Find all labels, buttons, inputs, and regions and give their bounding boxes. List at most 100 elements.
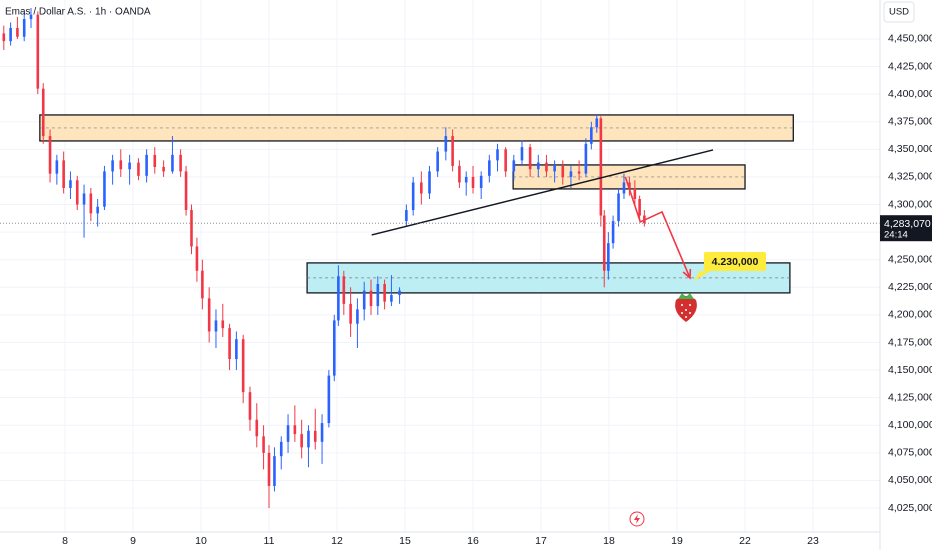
candle-body (153, 154, 157, 167)
candle-body (190, 210, 193, 247)
currency: USD (889, 7, 909, 18)
candle-body (55, 160, 59, 174)
alert-icon[interactable] (629, 511, 645, 527)
x-tick-label: 8 (62, 535, 68, 547)
candle-body (111, 160, 114, 172)
candle-body (267, 452, 271, 486)
candle-body (584, 143, 588, 174)
candle-body (279, 441, 283, 457)
candle-body (103, 171, 106, 207)
candle-body (362, 290, 366, 310)
candle-body (9, 27, 12, 42)
candle-body (528, 147, 532, 170)
last-price-label: 4,283,070 (884, 218, 931, 230)
y-tick-label: 4,400,000 (888, 88, 932, 100)
candle-body (137, 162, 140, 176)
candle-body (411, 182, 415, 211)
y-tick-label: 4,350,000 (888, 143, 932, 155)
candle-body (262, 436, 265, 453)
candle-body (248, 392, 252, 420)
y-tick-label: 4,450,000 (888, 33, 932, 45)
candle-body (349, 303, 352, 324)
candle-body (179, 154, 182, 172)
candle-body (342, 276, 346, 304)
x-tick-label: 12 (331, 535, 343, 547)
candle-body (228, 328, 231, 360)
currency-box[interactable] (883, 1, 915, 23)
x-tick-label: 18 (603, 535, 615, 547)
candle-body (611, 221, 615, 244)
trendline (371, 149, 714, 236)
x-tick-label: 10 (195, 535, 207, 547)
candle-body (444, 136, 448, 152)
candle-body (504, 149, 507, 172)
candle-body (479, 175, 483, 188)
projection-path (624, 176, 691, 279)
candle-body (62, 160, 65, 188)
candle-body (201, 270, 204, 299)
y-tick-label: 4,425,000 (888, 60, 932, 72)
candle-body (171, 154, 174, 172)
candle-body (255, 419, 259, 437)
y-tick-label: 4,300,000 (888, 198, 932, 210)
candle-body (286, 425, 290, 442)
candle-body (561, 165, 565, 177)
projection-arrowhead (682, 268, 692, 280)
candle-body (195, 246, 199, 271)
candle-body (241, 339, 245, 393)
annotation-pointer (694, 271, 710, 281)
candle-body (638, 199, 641, 216)
candle-body (599, 118, 603, 216)
axes: 4,025,000 4,050,000 4,075,000 4,100,000 4,12… (62, 33, 932, 547)
candle-body (471, 176, 475, 188)
candle-body (82, 193, 86, 205)
candle-body (356, 309, 359, 324)
candle-body (617, 193, 620, 222)
y-tick-label: 4,050,000 (888, 474, 932, 486)
y-tick-label: 4,375,000 (888, 116, 932, 128)
candle-body (398, 290, 401, 296)
y-tick-label: 4,025,000 (888, 502, 932, 514)
y-tick-label: 4,175,000 (888, 336, 932, 348)
candle-body (390, 295, 393, 302)
candle-body (496, 149, 499, 161)
candle-body (337, 276, 340, 321)
candle-body (96, 206, 99, 214)
candle-body (184, 171, 188, 211)
y-tick-label: 4,125,000 (888, 391, 932, 403)
y-tick-label: 4,100,000 (888, 419, 932, 431)
candle-body (520, 147, 524, 161)
candle-body (320, 423, 324, 442)
candle-body (89, 193, 93, 214)
candle-body (41, 88, 45, 137)
candles (2, 8, 646, 509)
x-tick-label: 16 (467, 535, 479, 547)
candle-body (128, 162, 131, 170)
candle-body (628, 182, 631, 188)
candle-body (162, 166, 165, 172)
x-tick-label: 19 (671, 535, 683, 547)
candle-body (235, 339, 238, 360)
strawberry-icon (675, 293, 697, 322)
candle-body (2, 33, 6, 42)
candle-body (451, 136, 454, 166)
candle-body (327, 375, 331, 424)
candle-body (622, 182, 626, 194)
y-tick-label: 4,075,000 (888, 447, 932, 459)
y-tick-label: 4,200,000 (888, 309, 932, 321)
y-tick-label: 4,150,000 (888, 364, 932, 376)
candle-body (48, 136, 52, 174)
candle-body (29, 14, 33, 20)
candle-body (207, 298, 211, 332)
x-tick-label: 17 (535, 535, 547, 547)
zone (39, 114, 794, 142)
candle-body (383, 283, 386, 302)
candle-body (119, 160, 123, 170)
y-tick-label: 4,250,000 (888, 253, 932, 265)
candle-body (420, 182, 423, 194)
candle-body (36, 14, 40, 89)
candle-body (376, 283, 380, 307)
annotation: 4.230,000 (712, 256, 759, 268)
